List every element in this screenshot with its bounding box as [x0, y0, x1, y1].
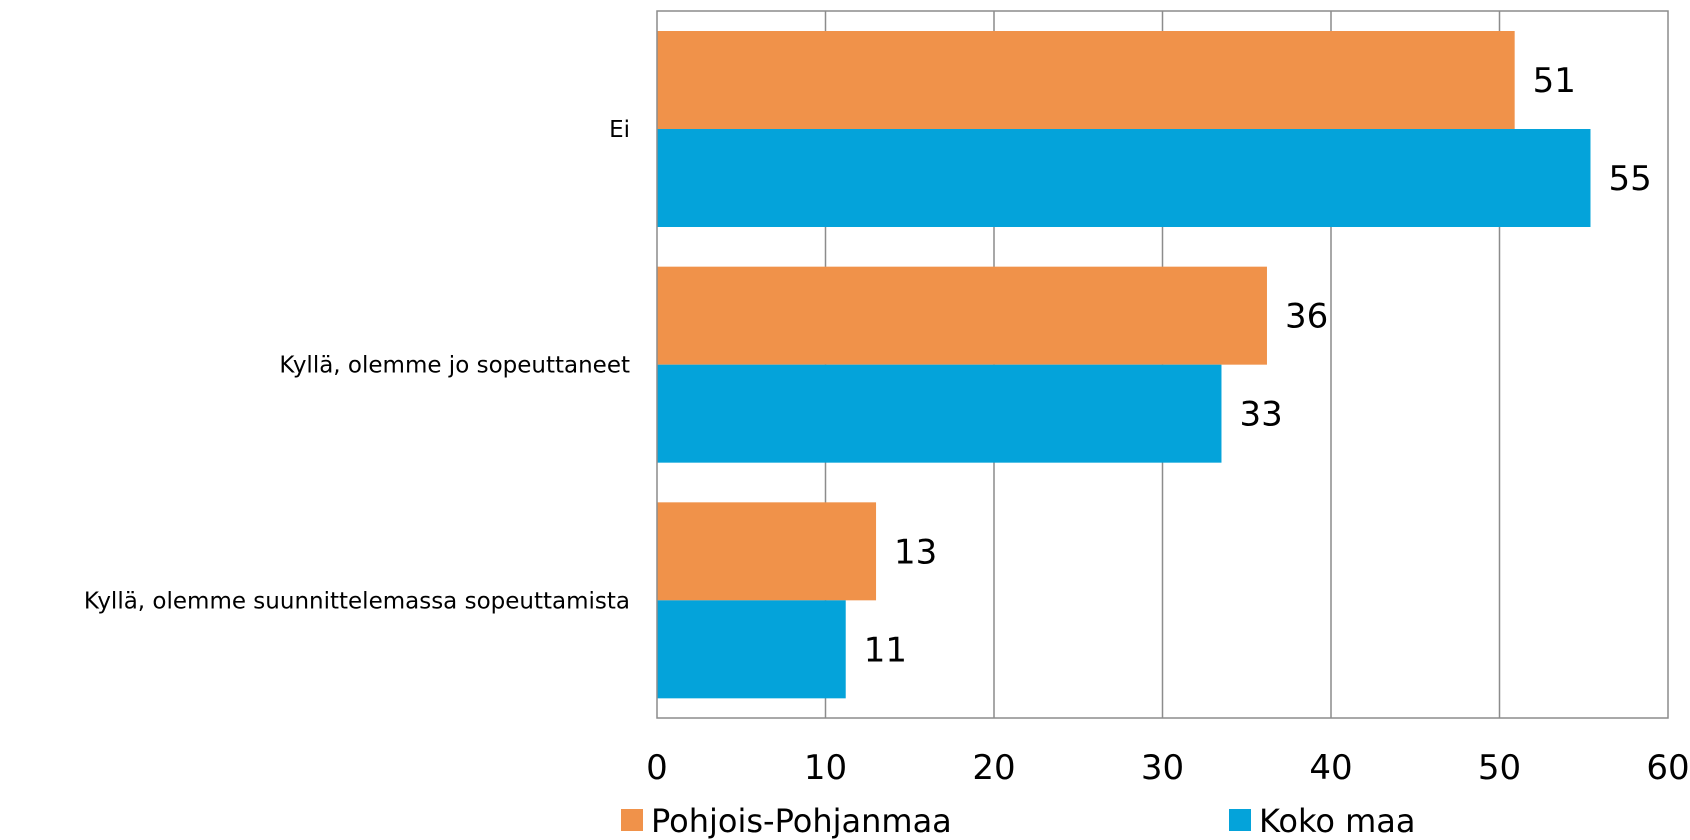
plot-frame [656, 10, 1669, 719]
bars [657, 31, 1591, 699]
x-tick-label: 10 [804, 748, 847, 788]
x-tick-label: 50 [1478, 748, 1521, 788]
category-labels: Ei Kyllä, olemme jo sopeuttaneet Kyllä, ol… [84, 117, 630, 614]
bar [657, 600, 846, 699]
x-tick-label: 30 [1141, 748, 1184, 788]
legend-label: Koko maa [1259, 802, 1416, 840]
bar [657, 502, 877, 601]
legend: Pohjois-Pohjanmaa Koko maa [621, 802, 1416, 840]
legend-swatch [1229, 809, 1251, 831]
data-label: 33 [1239, 395, 1282, 435]
x-tick-labels: 0 10 20 30 40 50 60 [646, 748, 1689, 788]
legend-label: Pohjois-Pohjanmaa [651, 802, 952, 840]
bar [657, 31, 1515, 129]
data-label: 36 [1285, 297, 1328, 337]
legend-swatch [621, 809, 643, 831]
data-labels: 51 55 36 33 13 11 [864, 61, 1652, 670]
bar [657, 266, 1267, 365]
data-label: 11 [864, 630, 907, 670]
category-label: Kyllä, olemme suunnittelemassa sopeuttam… [84, 588, 630, 614]
x-tick-label: 20 [972, 748, 1015, 788]
category-label: Ei [609, 117, 630, 143]
data-label: 55 [1608, 159, 1651, 199]
plot-border [656, 10, 1669, 719]
data-label: 13 [894, 532, 937, 572]
category-label: Kyllä, olemme jo sopeuttaneet [279, 353, 630, 379]
x-tick-label: 0 [646, 748, 668, 788]
bar [657, 364, 1222, 463]
x-tick-label: 40 [1309, 748, 1352, 788]
data-label: 51 [1533, 61, 1576, 101]
bar [657, 129, 1591, 227]
x-tick-label: 60 [1646, 748, 1689, 788]
